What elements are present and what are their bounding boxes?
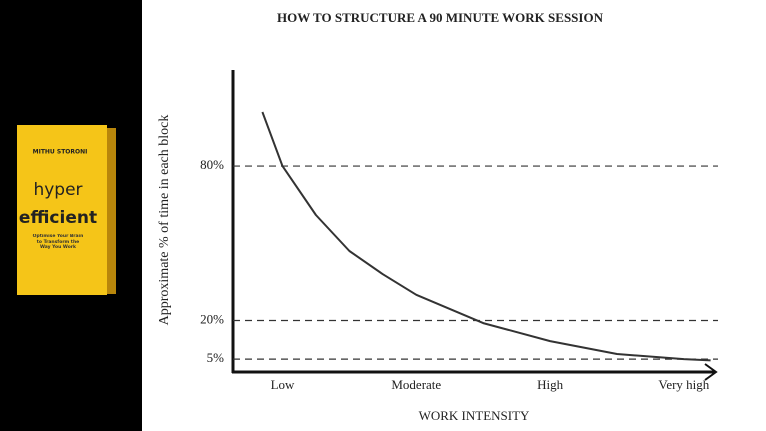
x-axis-arrow [704,363,718,381]
book-subtitle: Optimise Your Brain to Transform the Way… [32,234,84,251]
y-tick-label: 80% [200,157,224,172]
book-title: efficient [19,208,97,228]
x-tick-label: Low [271,377,295,392]
y-axis-title: Approximate % of time in each block [157,115,172,326]
line-series [261,111,711,362]
x-tick-label: Very high [658,377,709,392]
book-title: hyper [33,180,82,200]
chart-title: HOW TO STRUCTURE A 90 MINUTE WORK SESSIO… [277,10,604,25]
book-cover: MITHU STORONI hyper efficient Optimise Y… [17,125,116,295]
x-tick-label: Moderate [391,377,441,392]
y-tick-label: 20% [200,312,224,327]
book-front [17,125,107,295]
x-tick-label: High [537,377,564,392]
book-author: MITHU STORONI [33,149,88,156]
book-subtitle-box: Optimise Your Brain to Transform the Way… [32,234,84,251]
y-tick-label: 5% [207,350,225,365]
x-axis-title: WORK INTENSITY [419,408,530,423]
